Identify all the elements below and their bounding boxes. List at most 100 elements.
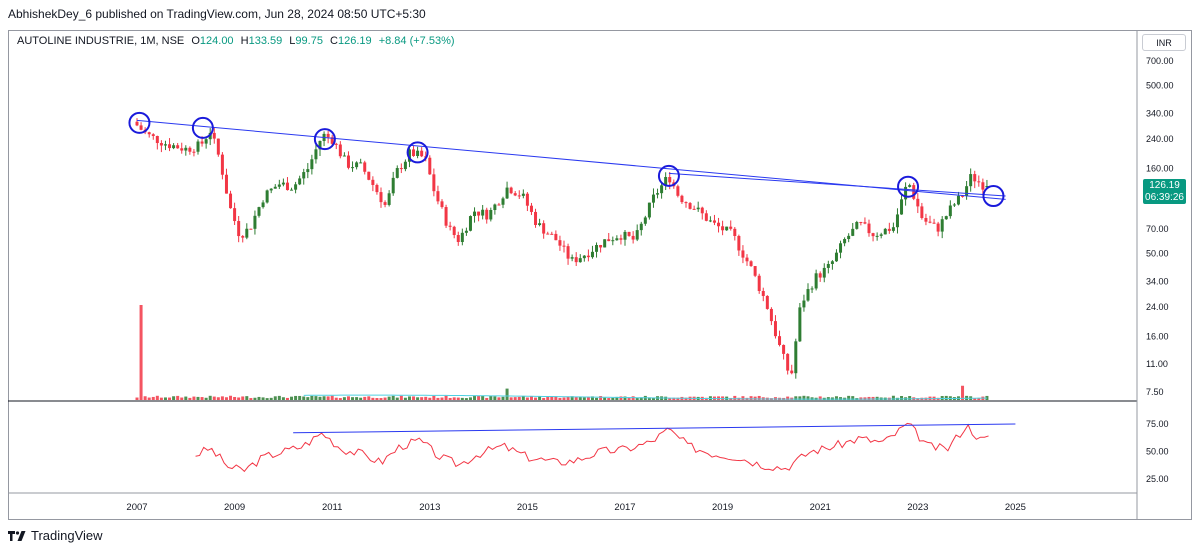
volume-bar <box>444 395 448 400</box>
candle-body <box>851 228 855 236</box>
legend-open-label: O <box>191 35 200 47</box>
last-price: 126.19 <box>1149 180 1180 191</box>
volume-bar <box>489 395 493 400</box>
candle-body <box>229 193 233 209</box>
time-tick-label: 2013 <box>419 502 440 513</box>
volume-bar <box>875 396 879 400</box>
candle-body <box>590 251 594 258</box>
currency-button[interactable]: INR <box>1142 34 1186 51</box>
candle-body <box>619 238 623 240</box>
candle-body <box>566 246 570 259</box>
candle-body <box>261 202 265 208</box>
touch-point-circle <box>191 116 214 139</box>
last-price-tag: 126.19 06:39:26 <box>1143 179 1186 204</box>
rsi-layer <box>195 422 1016 473</box>
candle-body <box>806 289 810 301</box>
volume-bar <box>517 396 521 400</box>
volume-bar <box>944 395 948 400</box>
candle-body <box>554 233 558 241</box>
candle-body <box>403 161 407 170</box>
volume-bar <box>676 397 680 400</box>
volume-bar <box>318 396 322 400</box>
volume-bar <box>603 397 607 400</box>
volume-bar <box>509 397 513 400</box>
time-tick-label: 2021 <box>810 502 831 513</box>
candle-body <box>676 186 680 196</box>
candle-body <box>346 155 350 168</box>
candle-body <box>924 218 928 222</box>
volume-bar <box>273 396 277 400</box>
volume-bar <box>151 396 155 400</box>
volume-bar <box>290 396 294 400</box>
candle-body <box>798 307 802 342</box>
candle-body <box>574 257 578 263</box>
volume-bar <box>184 396 188 400</box>
candle-body <box>855 222 859 229</box>
volume-bar <box>163 397 167 400</box>
candle-body <box>843 239 847 244</box>
volume-bar <box>497 397 501 400</box>
volume-bar <box>534 397 538 400</box>
volume-bar <box>733 395 737 400</box>
volume-bar <box>424 396 428 400</box>
candle-body <box>550 233 554 235</box>
price-tick-label: 11.00 <box>1146 359 1168 369</box>
candle-body <box>542 223 546 234</box>
candle-body <box>688 203 692 209</box>
candle-body <box>444 207 448 226</box>
candle-body <box>961 195 965 197</box>
volume-bar <box>208 395 212 400</box>
volume-bar <box>473 396 477 400</box>
candle-body <box>298 178 302 185</box>
volume-bar <box>558 397 562 400</box>
candle-body <box>281 182 285 185</box>
time-tick-label: 2023 <box>907 502 928 513</box>
candle-body <box>355 162 359 168</box>
trendline <box>668 172 1006 197</box>
candle-body <box>834 252 838 262</box>
volume-bar <box>330 395 334 400</box>
candle-body <box>692 208 696 210</box>
volume-bar <box>298 395 302 400</box>
volume-bar <box>188 397 192 400</box>
candle-body <box>285 182 289 191</box>
footer-brand[interactable]: TradingView <box>8 528 103 543</box>
candle-body <box>517 195 521 197</box>
candle-body <box>599 245 603 248</box>
candle-body <box>477 211 481 216</box>
candle-body <box>643 217 647 224</box>
rsi-line <box>195 422 989 473</box>
candle-body <box>314 149 318 160</box>
time-tick-label: 2025 <box>1005 502 1026 513</box>
candle-body <box>900 199 904 215</box>
legend-close-label: C <box>330 35 338 47</box>
candle-body <box>452 226 456 236</box>
volume-bar <box>147 397 151 400</box>
volume-bar <box>367 396 371 400</box>
price-tick-label: 160.00 <box>1146 164 1174 174</box>
volume-bar <box>265 398 269 400</box>
legend-symbol: AUTOLINE INDUSTRIE, 1M, NSE <box>17 35 185 47</box>
candle-body <box>704 213 708 221</box>
candle-body <box>363 162 367 172</box>
volume-bar <box>513 397 517 400</box>
candle-body <box>818 273 822 278</box>
volume-bar <box>757 395 761 400</box>
price-tick-label: 24.00 <box>1146 302 1169 312</box>
publisher-caption: AbhishekDey_6 published on TradingView.c… <box>8 7 426 21</box>
volume-bar <box>204 397 208 400</box>
volume-bar <box>505 388 509 400</box>
rsi-trendline <box>293 423 1016 434</box>
candle-body <box>802 300 806 308</box>
legend-change: +8.84 (+7.53%) <box>378 35 455 47</box>
volume-bar <box>220 396 224 400</box>
volume-bar <box>448 397 452 400</box>
price-tick-label: 7.50 <box>1146 387 1164 397</box>
candle-body <box>367 171 371 180</box>
candle-body <box>871 233 875 237</box>
candle-body <box>696 207 700 210</box>
volume-bar <box>277 395 281 400</box>
candle-body <box>586 255 590 258</box>
candle-body <box>631 235 635 240</box>
